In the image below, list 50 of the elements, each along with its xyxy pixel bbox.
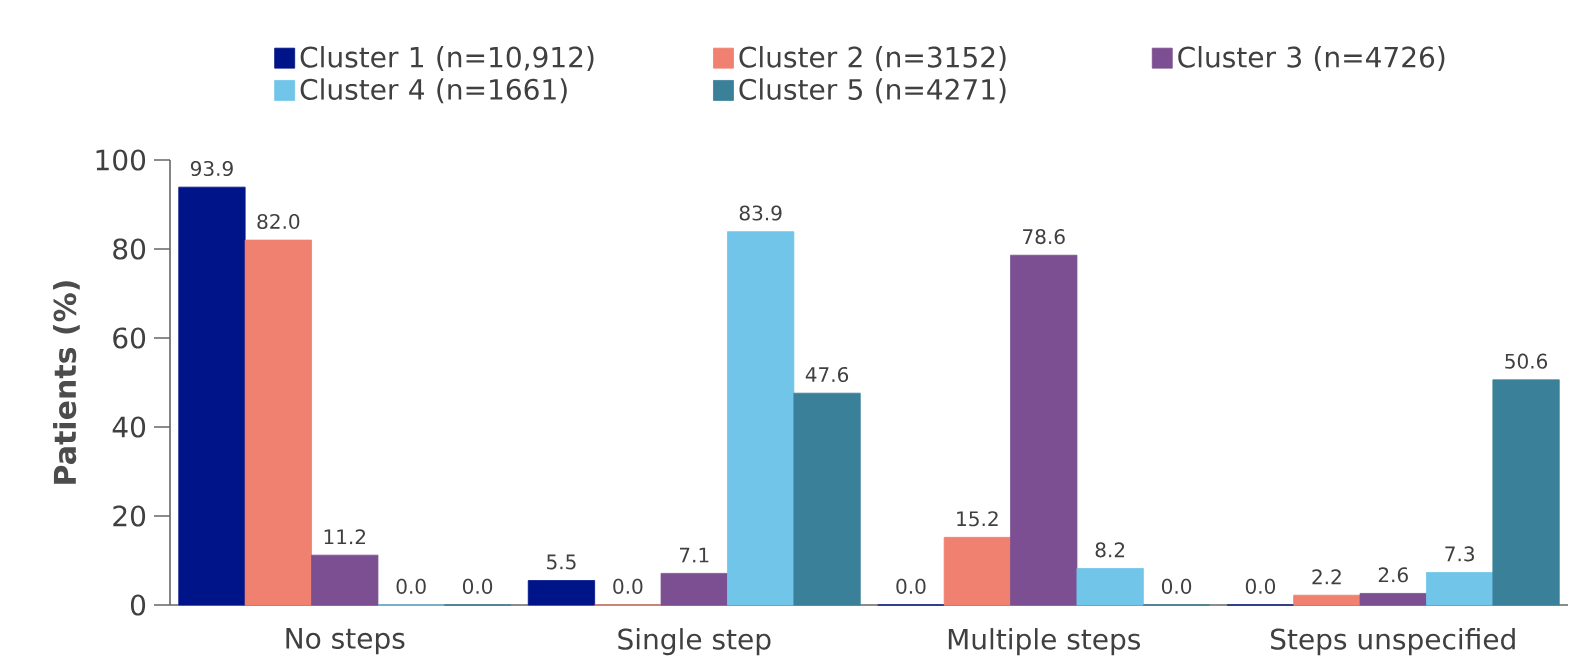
data-label: 0.0 <box>462 578 493 594</box>
y-tick-label: 60 <box>113 327 146 349</box>
bar <box>527 580 596 606</box>
x-tick-label: Single step <box>618 628 771 656</box>
bar <box>178 186 246 606</box>
bar <box>1359 593 1427 606</box>
y-tick-label: 80 <box>113 238 146 260</box>
bar <box>943 536 1011 606</box>
data-label: 0.0 <box>613 578 643 594</box>
data-label: 50.6 <box>1505 353 1548 369</box>
data-label: 2.6 <box>1378 567 1408 583</box>
data-label: 0.0 <box>896 578 926 594</box>
data-label: 15.2 <box>957 511 998 527</box>
data-label: 11.2 <box>324 529 366 545</box>
bar <box>244 239 312 606</box>
data-label: 8.2 <box>1095 542 1125 558</box>
bar <box>727 231 795 606</box>
data-label: 83.9 <box>739 205 782 221</box>
y-tick-label: 0 <box>130 594 146 616</box>
legend-label: Cluster 5 (n=4271) <box>739 78 1006 104</box>
data-label: 0.0 <box>1245 578 1276 594</box>
y-axis-title: Patients (%) <box>53 281 80 484</box>
x-tick-label: No steps <box>286 628 405 655</box>
data-label: 7.3 <box>1445 546 1474 562</box>
legend-label: Cluster 1 (n=10,912) <box>300 46 594 71</box>
legend-label: Cluster 2 (n=3152) <box>739 46 1006 71</box>
bar <box>1010 254 1078 606</box>
bar <box>660 573 728 606</box>
data-label: 78.6 <box>1023 229 1065 245</box>
data-label: 7.1 <box>679 547 709 563</box>
y-tick-label: 40 <box>112 416 146 438</box>
data-label: 93.9 <box>190 160 233 177</box>
bar <box>1492 379 1560 606</box>
data-label: 47.6 <box>805 366 849 383</box>
x-tick-label: Multiple steps <box>948 628 1141 656</box>
data-label: 0.0 <box>396 578 426 594</box>
bar <box>311 554 379 606</box>
data-label: 2.2 <box>1312 569 1341 585</box>
legend-label: Cluster 3 (n=4726) <box>1178 46 1445 71</box>
x-tick-label: Steps unspecified <box>1271 628 1515 656</box>
data-label: 5.5 <box>547 554 576 570</box>
data-label: 0.0 <box>1161 578 1192 594</box>
y-tick-label: 20 <box>113 505 146 527</box>
bar <box>1426 572 1494 606</box>
bar <box>793 392 861 606</box>
bar <box>1293 594 1361 606</box>
legend-label: Cluster 4 (n=1661) <box>300 78 567 104</box>
y-tick-label: 100 <box>96 149 146 171</box>
data-label: 82.0 <box>257 213 300 230</box>
bar <box>1076 568 1144 606</box>
